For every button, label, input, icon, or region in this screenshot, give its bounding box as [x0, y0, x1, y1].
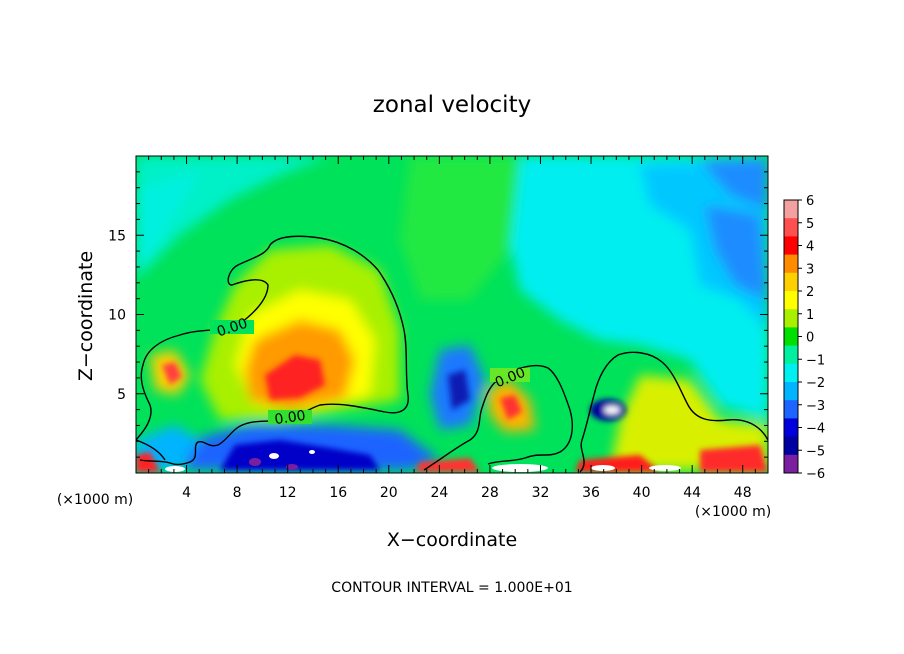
colorbar-level-label: 0	[806, 331, 814, 346]
field-bottom-red-left	[136, 452, 160, 472]
field-spot-white-3	[309, 450, 315, 454]
field-region-green-center	[400, 156, 520, 300]
colorbar-swatch	[784, 436, 798, 456]
contour-label-lower: 0.00	[274, 408, 307, 428]
x-axis-title: X−coordinate	[387, 529, 517, 551]
field-core-darkblue-pocket	[448, 370, 470, 410]
colorbar-swatch	[784, 309, 798, 328]
x-tick-label: 8	[233, 485, 242, 501]
colorbar-swatch	[784, 272, 798, 292]
contour-line-right	[579, 351, 768, 473]
field-spot-white-6	[649, 465, 681, 471]
x-unit-label-left: (×1000 m)	[57, 492, 133, 508]
field-region-cyan-left	[136, 170, 200, 270]
colorbar-level-label: −1	[806, 353, 825, 368]
contour-line-center	[423, 364, 573, 471]
colorbar-swatch	[784, 454, 798, 474]
colorbar-swatch	[784, 400, 798, 419]
field-core-vortex-center	[604, 406, 620, 414]
y-tick-label: 15	[108, 228, 126, 244]
colorbar-swatch	[784, 254, 798, 274]
contour-line-main	[136, 235, 409, 466]
velocity-field: 0.00 0.00 0.00	[136, 156, 768, 473]
field-spot-purple-1	[249, 458, 261, 466]
colorbar-swatch	[784, 345, 798, 365]
x-tick-label: 20	[380, 485, 398, 501]
contour-interval-note: CONTOUR INTERVAL = 1.000E+01	[331, 580, 572, 596]
field-region-blue-upper-right	[700, 158, 768, 210]
field-bottom-red-center	[415, 458, 480, 472]
x-tick-label: 48	[734, 485, 752, 501]
colorbar-level-label: −5	[806, 444, 825, 459]
contour-label-bg-2	[268, 410, 312, 424]
colorbar-level-label: −6	[806, 467, 825, 482]
x-tick-label: 32	[532, 485, 550, 501]
x-tick-label: 28	[481, 485, 499, 501]
colorbar	[783, 199, 799, 474]
colorbar-swatch	[784, 382, 798, 401]
field-region-right-yellow	[610, 375, 768, 470]
field-spot-purple-2	[286, 464, 298, 470]
field-spot-white-2	[269, 453, 279, 459]
field-region-blue-right-mid	[705, 205, 768, 300]
colorbar-level-label: −3	[806, 399, 825, 414]
x-tick-label: 24	[430, 485, 448, 501]
colorbar-level-label: −2	[806, 376, 825, 391]
field-region-lightblue-right	[640, 160, 768, 330]
x-tick-label: 40	[633, 485, 651, 501]
colorbar-swatch	[784, 236, 798, 256]
colorbar-level-label: 3	[806, 262, 814, 277]
x-axis: 4 8 12 16 20 24 28 32 36 40 44 48	[148, 156, 756, 501]
field-spot-white-5	[591, 465, 615, 471]
colorbar-swatch	[784, 363, 798, 383]
x-tick-label: 12	[279, 485, 297, 501]
field-spot-white-4	[492, 464, 548, 472]
field-spot-white-1	[165, 466, 185, 472]
contour-label-bg-3	[490, 368, 530, 382]
contour-labels: 0.00 0.00 0.00	[210, 316, 530, 428]
colorbar-swatch	[784, 218, 798, 237]
field-bottom-red-far-right	[700, 445, 768, 472]
x-tick-label: 16	[329, 485, 347, 501]
y-axis-title: Z−coordinate	[75, 251, 97, 381]
x-tick-label: 4	[182, 485, 191, 501]
colorbar-labels: 6 5 4 3 2 1 0 −1 −2 −3 −4 −5 −6	[798, 194, 825, 482]
colorbar-swatch	[784, 291, 798, 310]
colorbar-level-label: 2	[806, 285, 814, 300]
colorbar-swatch	[784, 327, 798, 347]
colorbar-level-label: 1	[806, 308, 814, 323]
field-core-red-left-small	[162, 362, 182, 385]
contour-label-bg-1	[210, 320, 254, 334]
x-tick-label: 36	[582, 485, 600, 501]
x-unit-label-right: (×1000 m)	[695, 504, 771, 520]
field-core-red-center	[500, 395, 522, 420]
y-axis: 5 10 15	[108, 171, 768, 458]
colorbar-level-label: −4	[806, 422, 825, 437]
colorbar-level-label: 5	[806, 217, 814, 232]
chart-title: zonal velocity	[373, 92, 531, 118]
colorbar-swatch	[784, 200, 798, 219]
colorbar-level-label: 4	[806, 240, 814, 255]
x-tick-label: 44	[683, 485, 701, 501]
field-core-red-left-lobe	[265, 355, 325, 400]
y-tick-label: 5	[117, 387, 126, 403]
colorbar-level-label: 6	[806, 194, 814, 209]
colorbar-swatch	[784, 418, 798, 438]
y-tick-label: 10	[108, 308, 126, 324]
